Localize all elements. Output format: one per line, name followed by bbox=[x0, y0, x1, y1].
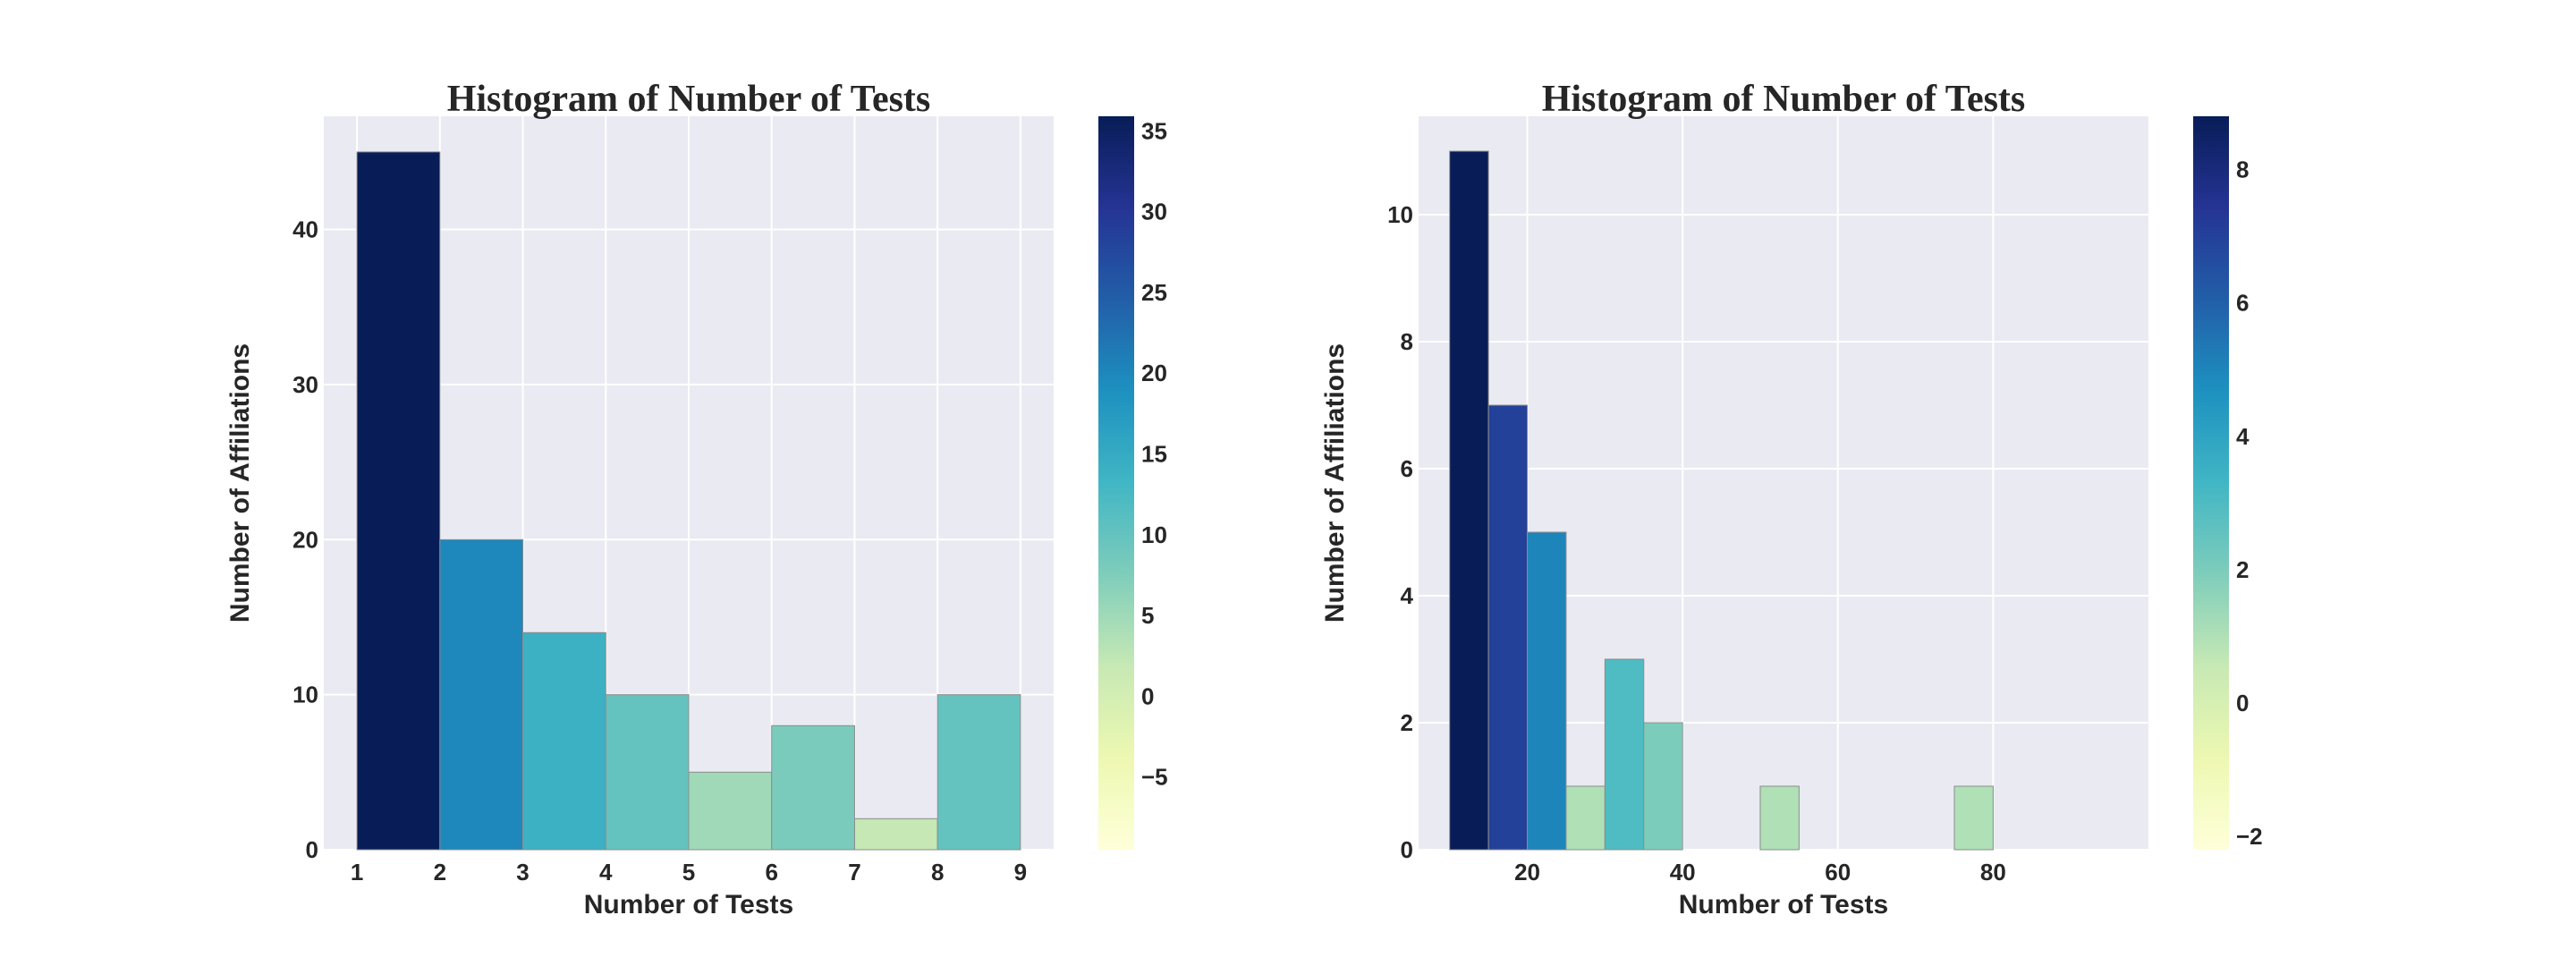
bar bbox=[771, 724, 855, 851]
colorbar-tick-label: 0 bbox=[1141, 682, 1154, 709]
colorbar-tick-label: 20 bbox=[1141, 360, 1167, 386]
colorbar-tick-label: 35 bbox=[1141, 117, 1167, 144]
bar bbox=[688, 771, 773, 851]
bar bbox=[1487, 404, 1529, 851]
x-tick-label: 40 bbox=[1670, 859, 1696, 886]
x-axis-label: Number of Tests bbox=[584, 890, 793, 919]
histogram-chart-left: 1 2 3 4 5 6 7 8 9 0 10 20 30 40 Histogram of Number of… bbox=[225, 79, 1168, 919]
x-axis-label: Number of Tests bbox=[1679, 890, 1888, 919]
colorbar-tick-label: 2 bbox=[2236, 556, 2249, 583]
x-tick-label: 6 bbox=[765, 859, 777, 886]
x-tick-label: 20 bbox=[1514, 859, 1540, 886]
bar bbox=[1643, 722, 1683, 851]
colorbar-tick-label: 25 bbox=[1141, 279, 1167, 306]
bar bbox=[1449, 150, 1489, 851]
y-tick-label: 8 bbox=[1401, 328, 1413, 355]
colorbar-tick-label: 8 bbox=[2236, 157, 2249, 183]
x-tick-label: 5 bbox=[682, 859, 695, 886]
bar bbox=[1565, 785, 1606, 851]
bar bbox=[1604, 658, 1645, 851]
y-axis-label: Number of Affiliations bbox=[225, 343, 255, 623]
bar bbox=[936, 694, 1021, 851]
chart-title: Histogram of Number of Tests bbox=[447, 79, 931, 120]
bar bbox=[522, 631, 606, 851]
x-tick-label: 7 bbox=[848, 859, 860, 886]
bar bbox=[1759, 785, 1800, 851]
y-tick-label: 2 bbox=[1401, 709, 1413, 736]
colorbar-tick-label: 5 bbox=[1141, 602, 1154, 629]
y-tick-label: 6 bbox=[1401, 455, 1413, 482]
y-tick-label: 4 bbox=[1401, 582, 1414, 609]
y-axis-label: Number of Affiliations bbox=[1320, 343, 1350, 623]
colorbar bbox=[1098, 116, 1134, 850]
x-tick-label: 1 bbox=[351, 859, 363, 886]
colorbar-tick-label: 30 bbox=[1141, 199, 1167, 225]
colorbar-tick-label: 10 bbox=[1141, 521, 1167, 548]
y-tick-label: 30 bbox=[292, 371, 318, 398]
bar bbox=[439, 538, 524, 851]
y-tick-label: 40 bbox=[292, 216, 318, 243]
colorbar-tick-label: 15 bbox=[1141, 440, 1167, 467]
y-tick-label: 10 bbox=[292, 682, 318, 708]
x-tick-label: 60 bbox=[1825, 859, 1851, 886]
colorbar bbox=[2193, 116, 2229, 850]
y-tick-label: 0 bbox=[306, 836, 318, 863]
colorbar-tick-label: −2 bbox=[2236, 823, 2263, 850]
bar bbox=[1527, 531, 1567, 851]
bar bbox=[605, 694, 690, 851]
bar bbox=[853, 818, 938, 851]
x-tick-label: 8 bbox=[931, 859, 944, 886]
chart-title: Histogram of Number of Tests bbox=[1542, 79, 2026, 120]
bar bbox=[356, 151, 441, 851]
x-tick-label: 4 bbox=[599, 859, 613, 886]
colorbar-tick-label: 6 bbox=[2236, 290, 2249, 317]
x-tick-label: 2 bbox=[434, 859, 446, 886]
colorbar-tick-label: 4 bbox=[2236, 423, 2250, 450]
bar bbox=[1953, 785, 1994, 851]
colorbar-tick-label: 0 bbox=[2236, 690, 2249, 716]
y-tick-label: 20 bbox=[292, 526, 318, 553]
x-tick-label: 9 bbox=[1014, 859, 1027, 886]
x-tick-label: 3 bbox=[516, 859, 529, 886]
colorbar-tick-label: −5 bbox=[1141, 764, 1168, 791]
x-tick-label: 80 bbox=[1980, 859, 2006, 886]
y-tick-label: 10 bbox=[1387, 201, 1413, 228]
y-tick-label: 0 bbox=[1401, 836, 1413, 863]
